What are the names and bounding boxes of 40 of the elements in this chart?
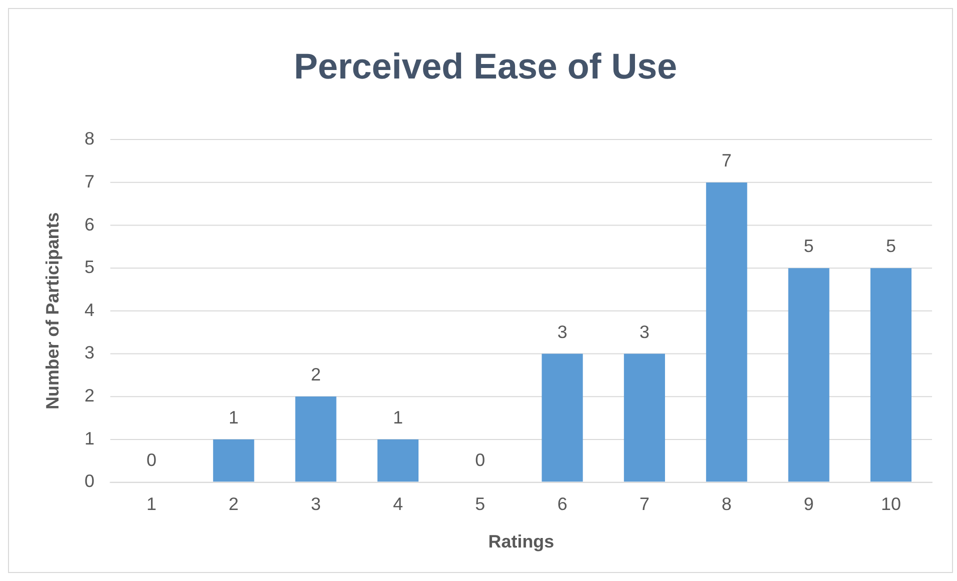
data-label: 1	[392, 407, 403, 428]
y-tick-label: 5	[84, 257, 94, 278]
x-tick-label: 3	[310, 494, 321, 514]
data-label: 3	[557, 322, 568, 342]
x-tick-label: 1	[146, 494, 156, 514]
x-axis-title: Ratings	[488, 531, 554, 552]
y-tick-label: 3	[84, 342, 94, 363]
data-label: 7	[722, 150, 732, 171]
x-tick-label: 10	[880, 494, 901, 514]
y-tick-label: 7	[84, 171, 94, 192]
x-tick-label: 4	[392, 494, 403, 514]
data-label: 5	[804, 236, 814, 256]
data-label: 0	[475, 450, 486, 470]
data-label: 0	[146, 450, 156, 470]
data-label: 2	[310, 364, 321, 385]
y-tick-label: 4	[84, 300, 94, 320]
y-tick-label: 0	[84, 471, 94, 492]
bar	[542, 354, 583, 482]
bar	[870, 268, 912, 482]
y-tick-label: 1	[84, 428, 94, 448]
data-label: 5	[886, 236, 896, 256]
x-tick-label: 5	[475, 494, 486, 514]
bar	[377, 439, 419, 482]
y-tick-label: 6	[84, 214, 94, 234]
y-tick-label: 2	[84, 385, 94, 406]
x-tick-label: 2	[228, 494, 239, 514]
bar	[706, 182, 748, 482]
y-axis-title: Number of Participants	[42, 212, 63, 410]
bar	[295, 396, 336, 482]
x-tick-label: 8	[722, 494, 732, 514]
data-label: 1	[228, 407, 239, 428]
bar	[213, 439, 254, 482]
chart-title: Perceived Ease of Use	[294, 46, 678, 86]
x-tick-label: 6	[557, 494, 568, 514]
y-tick-label: 8	[84, 128, 94, 149]
data-label: 3	[639, 322, 650, 342]
x-tick-label: 9	[804, 494, 814, 514]
x-tick-label: 7	[639, 494, 650, 514]
bar	[624, 354, 666, 482]
bar	[788, 268, 830, 482]
